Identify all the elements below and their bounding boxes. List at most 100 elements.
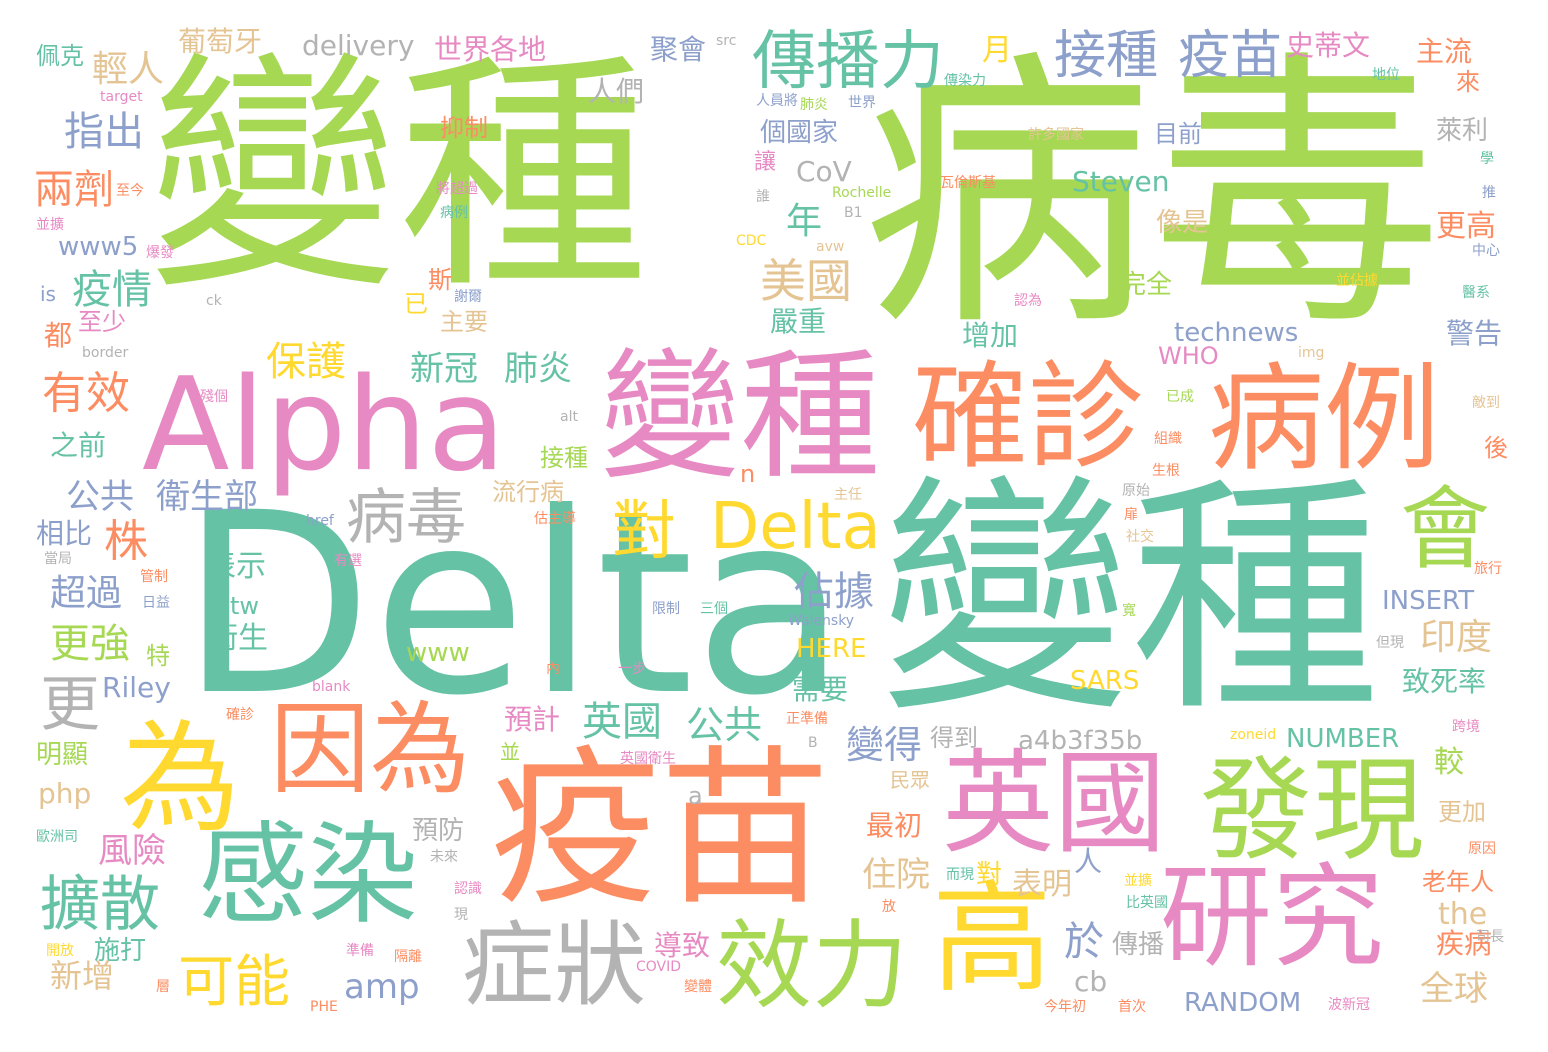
word: target (100, 89, 143, 105)
word: 旅行 (1474, 561, 1502, 577)
word: 正準備 (786, 711, 828, 727)
word: 最初 (866, 809, 923, 842)
word: 認識 (454, 881, 482, 897)
word: CoV (796, 155, 852, 188)
word: 跨境 (1452, 719, 1480, 735)
word: 病毒 (862, 28, 1442, 365)
word: 學 (1480, 151, 1494, 167)
word: 更加 (1438, 798, 1486, 826)
word: 抑制 (440, 114, 488, 142)
word: 民眾 (890, 768, 930, 792)
word: 研究 (1160, 853, 1384, 983)
word: 地位 (1372, 67, 1400, 83)
word: SARS (1070, 666, 1140, 696)
word: 準備 (346, 943, 374, 959)
word: 新冠 (410, 349, 478, 389)
word: 公共 (686, 703, 763, 747)
word: 可能 (178, 950, 290, 1015)
word: the (1438, 897, 1488, 932)
word: 表示 (206, 549, 266, 584)
word: 波新冠 (1328, 997, 1370, 1013)
word: 傳染力 (944, 73, 986, 89)
word: 變體 (684, 979, 712, 995)
word: 流行病 (492, 478, 564, 506)
word: 指出 (64, 109, 144, 155)
word: is (40, 282, 56, 306)
word: 扉 (1124, 507, 1138, 523)
word: n (740, 460, 756, 488)
word: 公共 (66, 477, 134, 517)
word: 世界 (848, 95, 876, 111)
word: 預計 (504, 703, 561, 736)
word: 病毒 (346, 483, 466, 553)
word: NUMBER (1286, 724, 1400, 754)
word: 已 (404, 290, 428, 318)
word: 原因 (1468, 841, 1496, 857)
word: 確診 (912, 350, 1144, 485)
word: 疾病 (1436, 927, 1493, 960)
word: 層 (156, 979, 170, 995)
word: 個國家 (760, 118, 839, 148)
word: src (716, 33, 737, 49)
word: 症狀 (462, 912, 647, 1019)
word: avw (816, 239, 845, 255)
word: 日益 (142, 595, 170, 611)
word: 佔據 (794, 569, 874, 615)
word: 接種 (1054, 26, 1159, 86)
word: 得到 (930, 724, 978, 752)
word: www5 (58, 232, 139, 262)
word: 相比 (36, 517, 93, 550)
word: 高 (932, 870, 1052, 1009)
word: 一步 (618, 661, 646, 677)
word: 肺炎 (800, 97, 828, 113)
word: 敵到 (1472, 395, 1500, 411)
word: 人員將 (756, 93, 798, 109)
word: 主要 (440, 308, 488, 336)
word: 英國衛生 (620, 751, 676, 767)
word: 月 (982, 33, 1012, 68)
word: 後 (1484, 434, 1508, 462)
word: 印度 (1420, 617, 1493, 658)
word: COVID (636, 959, 682, 975)
word: 人們 (588, 75, 645, 108)
word: 今年初 (1044, 999, 1086, 1015)
word: 當局 (44, 551, 72, 567)
word: 衛生部 (156, 477, 258, 517)
word: 疫苗 (490, 731, 831, 929)
word: href (306, 513, 334, 529)
word: 認為 (1014, 293, 1042, 309)
word: 醫系 (1462, 285, 1490, 301)
word: 但現 (1376, 635, 1404, 651)
word: 至少 (78, 308, 126, 336)
word: zoneid (1230, 727, 1277, 743)
word: 爆發 (146, 245, 174, 261)
word: 目前 (1154, 120, 1202, 148)
word: 聚會 (650, 33, 707, 66)
word: Alpha (142, 351, 506, 500)
word: PHE (310, 999, 338, 1015)
word: 現 (454, 907, 468, 923)
word: 殘個 (200, 389, 228, 405)
word: 人 (1074, 845, 1103, 878)
word: 明顯 (36, 740, 89, 770)
word: 將超過 (436, 181, 478, 197)
word: 推 (1482, 185, 1496, 201)
word: 於 (1064, 919, 1104, 965)
word: 中心 (1472, 243, 1500, 259)
word: 社交 (1126, 529, 1154, 545)
word: 英國 (582, 699, 662, 745)
word: Rochelle (832, 185, 892, 201)
word: 較 (1434, 745, 1464, 780)
word: a4b3f35b (1018, 726, 1143, 756)
word: 施打 (94, 936, 147, 966)
word: 變種 (880, 454, 1380, 745)
word: 超過 (50, 573, 123, 614)
word: php (38, 777, 92, 810)
word: 英國 (942, 739, 1166, 869)
word: 輕人 (92, 49, 165, 90)
word: HERE (796, 634, 867, 664)
word: technews (1174, 318, 1299, 348)
word: 發現 (1200, 746, 1424, 876)
word: Steven (1072, 165, 1170, 198)
